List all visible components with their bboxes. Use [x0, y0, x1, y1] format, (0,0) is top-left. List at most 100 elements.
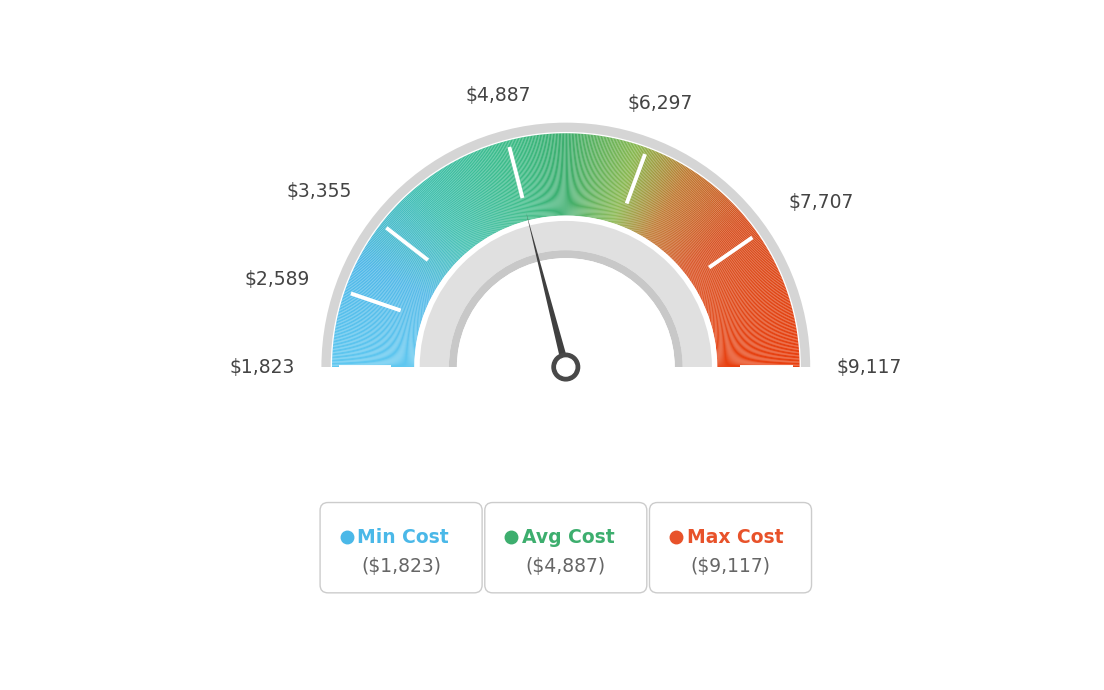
Wedge shape	[699, 255, 772, 295]
Wedge shape	[450, 163, 492, 235]
Wedge shape	[709, 290, 787, 319]
Wedge shape	[477, 150, 509, 227]
Wedge shape	[648, 171, 694, 241]
Wedge shape	[488, 146, 517, 224]
Wedge shape	[704, 273, 781, 307]
Wedge shape	[649, 172, 696, 242]
Wedge shape	[332, 354, 415, 359]
Wedge shape	[562, 133, 564, 216]
Wedge shape	[602, 140, 623, 220]
Wedge shape	[333, 345, 415, 354]
Wedge shape	[716, 342, 798, 352]
Wedge shape	[701, 261, 775, 299]
Wedge shape	[682, 217, 746, 270]
Wedge shape	[518, 138, 535, 219]
Wedge shape	[631, 157, 669, 231]
Wedge shape	[423, 181, 474, 248]
Wedge shape	[680, 213, 743, 268]
Wedge shape	[464, 156, 500, 231]
Wedge shape	[586, 135, 599, 217]
Wedge shape	[360, 255, 433, 295]
Wedge shape	[346, 288, 423, 317]
Wedge shape	[689, 232, 757, 280]
Wedge shape	[661, 185, 713, 250]
Wedge shape	[714, 323, 796, 339]
Wedge shape	[697, 248, 767, 290]
Wedge shape	[420, 184, 471, 249]
Wedge shape	[611, 144, 637, 223]
Wedge shape	[711, 300, 790, 325]
Wedge shape	[559, 133, 562, 216]
Wedge shape	[667, 194, 724, 255]
Wedge shape	[332, 349, 415, 357]
Wedge shape	[405, 197, 463, 257]
Wedge shape	[708, 285, 785, 315]
Wedge shape	[406, 196, 463, 257]
Wedge shape	[502, 141, 526, 221]
Wedge shape	[603, 140, 624, 220]
Wedge shape	[550, 134, 556, 216]
Wedge shape	[535, 135, 546, 217]
Wedge shape	[517, 138, 534, 219]
Wedge shape	[378, 227, 445, 277]
Wedge shape	[503, 141, 527, 221]
Wedge shape	[567, 133, 570, 216]
Wedge shape	[412, 190, 467, 253]
Wedge shape	[392, 210, 454, 266]
Wedge shape	[687, 226, 753, 277]
Wedge shape	[710, 295, 788, 321]
Wedge shape	[448, 164, 490, 236]
Wedge shape	[404, 197, 461, 258]
Wedge shape	[646, 169, 691, 239]
Wedge shape	[509, 140, 530, 220]
Wedge shape	[346, 286, 424, 316]
Wedge shape	[355, 264, 431, 301]
Wedge shape	[381, 223, 447, 274]
Wedge shape	[633, 157, 670, 232]
Wedge shape	[344, 292, 423, 319]
Wedge shape	[692, 239, 763, 285]
Wedge shape	[333, 344, 415, 353]
Wedge shape	[365, 246, 436, 289]
Wedge shape	[574, 134, 581, 216]
FancyBboxPatch shape	[320, 502, 482, 593]
Wedge shape	[658, 181, 709, 248]
Wedge shape	[683, 219, 747, 272]
Wedge shape	[541, 135, 551, 217]
Wedge shape	[347, 285, 424, 315]
Wedge shape	[466, 155, 502, 230]
Wedge shape	[342, 296, 422, 322]
Wedge shape	[486, 147, 514, 225]
Wedge shape	[375, 230, 444, 279]
Wedge shape	[655, 178, 704, 245]
Wedge shape	[333, 342, 415, 352]
Wedge shape	[480, 149, 511, 226]
Wedge shape	[615, 146, 643, 224]
Wedge shape	[657, 181, 708, 247]
Wedge shape	[592, 137, 607, 218]
Wedge shape	[702, 266, 777, 303]
Wedge shape	[357, 262, 431, 300]
Wedge shape	[505, 141, 528, 221]
Wedge shape	[549, 134, 555, 216]
Wedge shape	[578, 134, 586, 216]
Wedge shape	[564, 133, 565, 216]
Wedge shape	[590, 136, 604, 217]
Wedge shape	[354, 265, 429, 302]
Wedge shape	[484, 148, 513, 225]
Wedge shape	[694, 243, 765, 288]
Wedge shape	[718, 359, 799, 363]
Wedge shape	[696, 247, 767, 290]
Wedge shape	[542, 135, 552, 217]
Wedge shape	[469, 154, 503, 229]
Wedge shape	[612, 144, 638, 223]
Wedge shape	[414, 215, 718, 367]
Wedge shape	[714, 320, 795, 337]
Wedge shape	[475, 151, 508, 228]
Text: $2,589: $2,589	[244, 270, 309, 288]
Wedge shape	[528, 136, 542, 217]
Wedge shape	[586, 135, 598, 217]
Wedge shape	[661, 186, 714, 250]
Wedge shape	[615, 146, 644, 224]
Wedge shape	[716, 355, 799, 360]
